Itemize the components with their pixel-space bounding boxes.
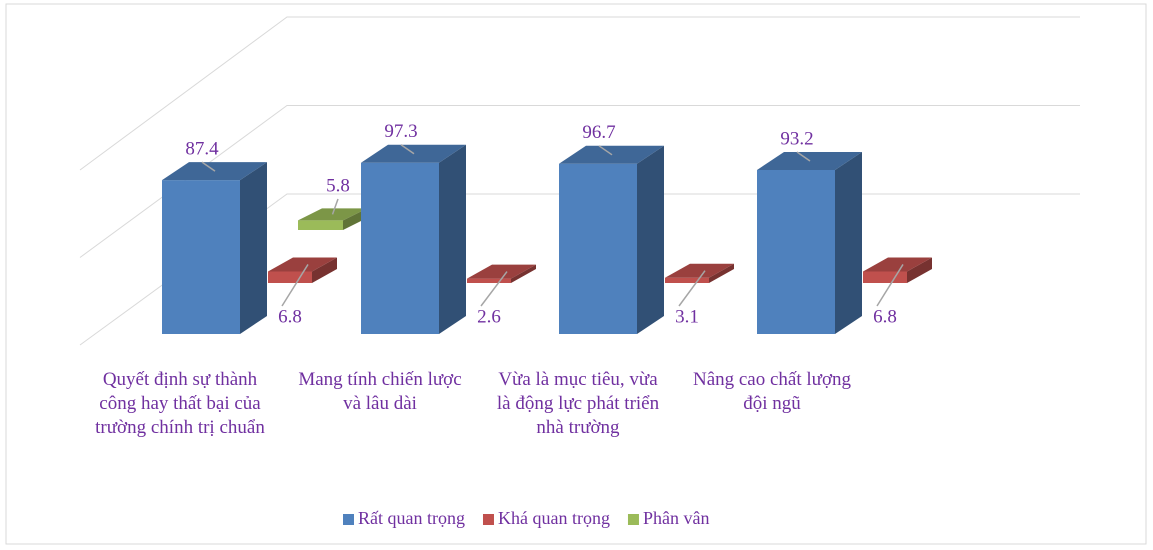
- bar-front: [863, 271, 907, 283]
- bar-front: [268, 271, 312, 283]
- bar-side: [637, 145, 664, 334]
- bar-top: [467, 264, 536, 279]
- leader-line: [480, 271, 508, 307]
- legend-swatch: [482, 514, 494, 525]
- bar-side: [312, 257, 337, 283]
- x-tick-label: Mang tính chiến lược và lâu dài: [298, 369, 462, 414]
- value-label: 96.7: [582, 122, 615, 143]
- bar: [559, 145, 664, 334]
- leader-line: [400, 144, 415, 155]
- value-label: 2.6: [477, 306, 501, 327]
- bar-top: [268, 257, 337, 272]
- value-label: 87.4: [185, 139, 219, 160]
- leader-line: [678, 270, 706, 307]
- leader-line: [281, 264, 309, 307]
- leader-line: [876, 264, 904, 307]
- bar-top: [863, 257, 932, 272]
- bar-front: [298, 220, 343, 230]
- legend-label: Phân vân: [643, 508, 710, 528]
- legend-swatch: [343, 514, 354, 525]
- value-label: 93.2: [780, 128, 813, 149]
- value-label: 5.8: [326, 175, 350, 196]
- legend-label: Rất quan trọng: [358, 508, 465, 528]
- value-label: 6.8: [873, 306, 897, 327]
- leader-line: [331, 198, 339, 215]
- value-label: 6.8: [278, 306, 302, 327]
- bar-front: [665, 277, 709, 283]
- bar-side: [835, 151, 862, 334]
- bar-front: [361, 162, 439, 334]
- bar: [361, 144, 466, 334]
- legend-swatch: [627, 514, 639, 525]
- bar-front: [757, 169, 835, 334]
- bar-front: [467, 278, 511, 283]
- grid-line: [79, 16, 1080, 171]
- x-tick-label: Nâng cao chất lượng đội ngũ: [692, 369, 852, 414]
- value-label: 3.1: [675, 306, 699, 327]
- bar-top: [665, 263, 734, 278]
- x-tick-label: Vừa là mục tiêu, vừa là động lực phát tr…: [496, 369, 660, 438]
- bar-side: [709, 263, 734, 283]
- bar-side: [240, 162, 267, 334]
- bar: [665, 263, 734, 283]
- bar-front: [162, 180, 240, 334]
- bar-side: [511, 264, 536, 283]
- leader-line: [201, 161, 216, 172]
- leader-line: [598, 145, 613, 156]
- bar-side: [439, 144, 466, 334]
- value-label: 97.3: [384, 121, 417, 142]
- bar-front: [559, 163, 637, 334]
- bar-side: [907, 257, 932, 283]
- grid-line: [79, 105, 1080, 258]
- bar: [162, 162, 267, 334]
- leader-line: [796, 151, 811, 162]
- legend-label: Khá quan trọng: [498, 508, 610, 528]
- bar: [757, 151, 862, 334]
- x-tick-label: Quyết định sự thành công hay thất bại củ…: [95, 369, 265, 438]
